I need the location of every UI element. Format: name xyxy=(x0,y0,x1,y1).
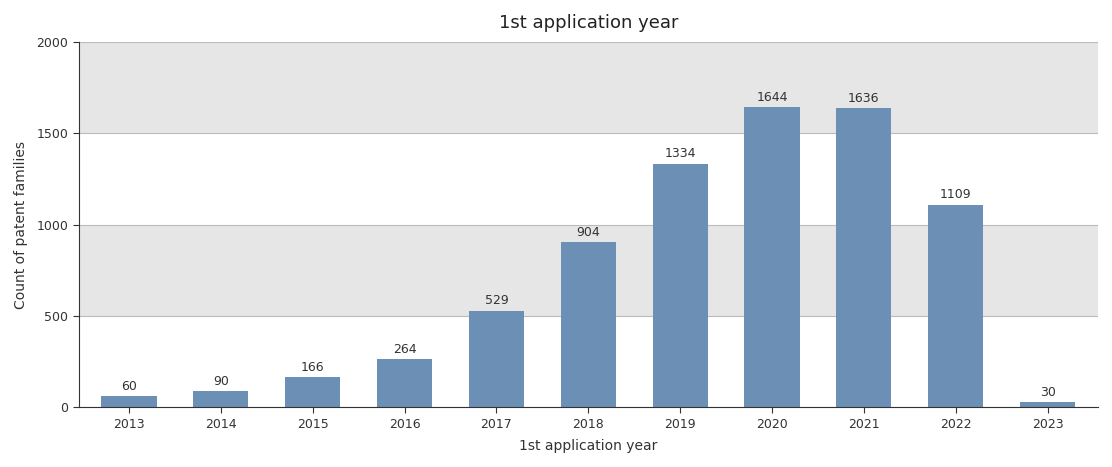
Bar xyxy=(469,311,524,407)
Text: 1644: 1644 xyxy=(756,91,787,104)
Text: 60: 60 xyxy=(121,380,137,393)
Bar xyxy=(929,205,983,407)
Text: 30: 30 xyxy=(1040,386,1055,399)
Bar xyxy=(79,316,1099,407)
Bar xyxy=(653,163,707,407)
Bar xyxy=(1020,402,1075,407)
Y-axis label: Count of patent families: Count of patent families xyxy=(13,141,28,309)
Bar xyxy=(193,391,248,407)
Text: 1334: 1334 xyxy=(664,147,696,160)
Text: 264: 264 xyxy=(393,343,416,356)
Bar xyxy=(79,225,1099,316)
Bar xyxy=(377,359,433,407)
Text: 166: 166 xyxy=(301,361,325,374)
Bar xyxy=(101,396,157,407)
Text: 90: 90 xyxy=(214,375,229,388)
Text: 904: 904 xyxy=(576,226,600,239)
Title: 1st application year: 1st application year xyxy=(498,14,678,32)
Bar xyxy=(285,377,340,407)
Text: 1636: 1636 xyxy=(848,92,880,105)
Bar xyxy=(79,133,1099,225)
Bar xyxy=(744,107,800,407)
Bar xyxy=(836,108,892,407)
Text: 1109: 1109 xyxy=(940,188,972,201)
Bar xyxy=(79,42,1099,133)
Bar xyxy=(560,242,616,407)
Text: 529: 529 xyxy=(485,294,508,307)
X-axis label: 1st application year: 1st application year xyxy=(519,439,657,453)
